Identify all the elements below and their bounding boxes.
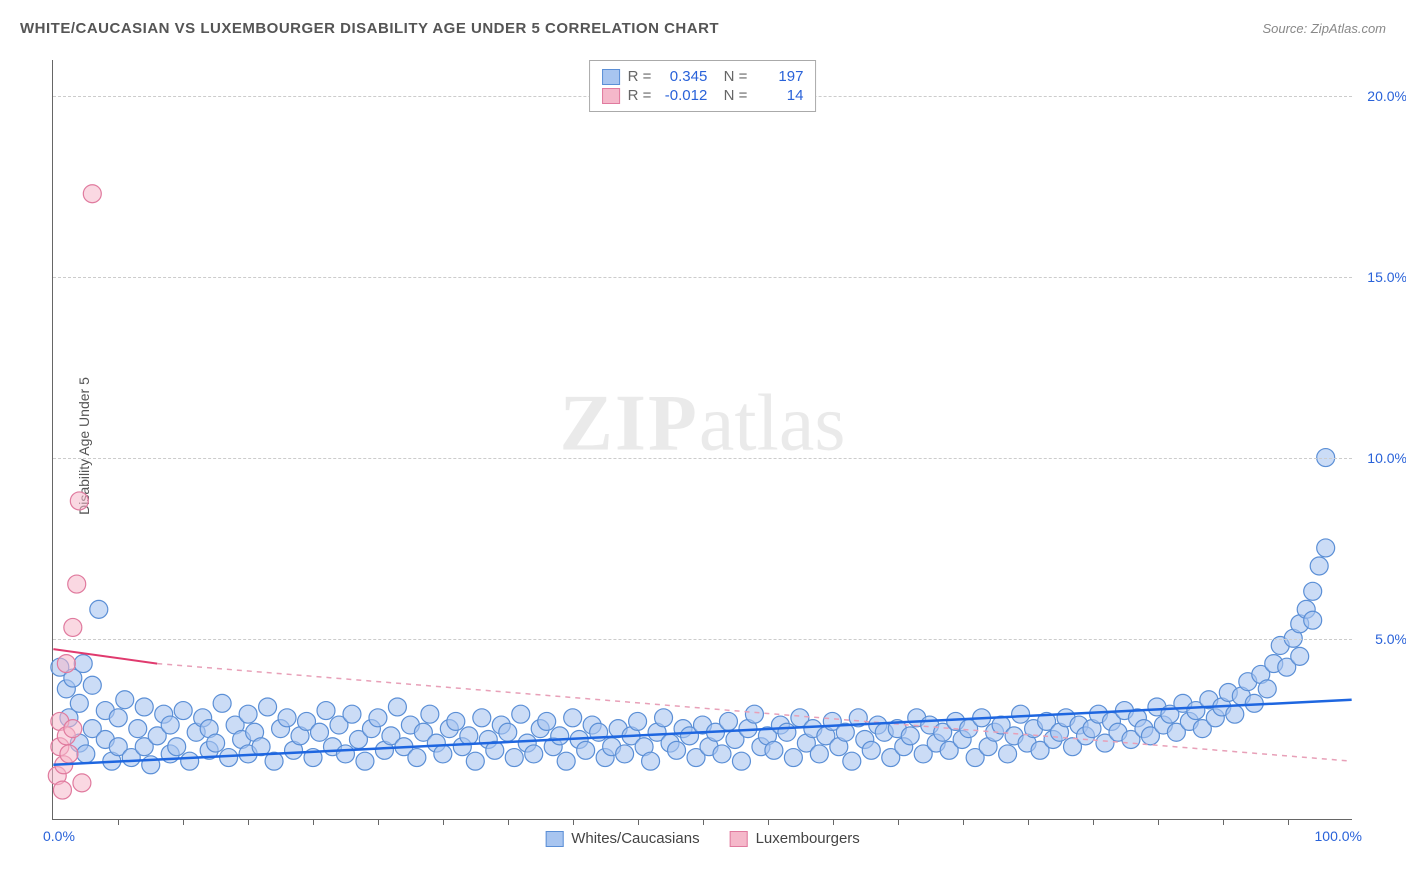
grid-line (53, 458, 1352, 459)
plot-area: ZIPatlas R = 0.345 N = 197 R = -0.012 N … (52, 60, 1352, 820)
title-bar: WHITE/CAUCASIAN VS LUXEMBOURGER DISABILI… (20, 20, 1386, 37)
y-tick-label: 5.0% (1375, 631, 1406, 647)
x-tick (833, 819, 834, 825)
y-tick-label: 15.0% (1367, 269, 1406, 285)
legend-row-pink: R = -0.012 N = 14 (602, 87, 804, 104)
correlation-legend: R = 0.345 N = 197 R = -0.012 N = 14 (589, 60, 817, 112)
x-tick (248, 819, 249, 825)
x-tick (703, 819, 704, 825)
grid-line (53, 277, 1352, 278)
source-label: Source: ZipAtlas.com (1262, 21, 1386, 36)
x-tick (1288, 819, 1289, 825)
chart-svg (53, 60, 1352, 819)
y-tick-label: 10.0% (1367, 450, 1406, 466)
x-tick (898, 819, 899, 825)
x-tick (638, 819, 639, 825)
x-tick (963, 819, 964, 825)
swatch-icon (730, 831, 748, 847)
x-tick (118, 819, 119, 825)
x-tick (1093, 819, 1094, 825)
swatch-blue (602, 69, 620, 85)
x-tick (1223, 819, 1224, 825)
x-tick (768, 819, 769, 825)
x-max-label: 100.0% (1315, 828, 1362, 844)
legend-item-luxembourgers: Luxembourgers (730, 830, 860, 847)
grid-line (53, 639, 1352, 640)
x-min-label: 0.0% (43, 828, 75, 844)
legend-item-whites: Whites/Caucasians (545, 830, 699, 847)
x-tick (573, 819, 574, 825)
series-legend: Whites/Caucasians Luxembourgers (545, 830, 860, 847)
x-tick (1158, 819, 1159, 825)
x-tick (313, 819, 314, 825)
x-tick (1028, 819, 1029, 825)
x-tick (508, 819, 509, 825)
x-tick (378, 819, 379, 825)
swatch-pink (602, 88, 620, 104)
legend-row-blue: R = 0.345 N = 197 (602, 68, 804, 85)
x-tick (183, 819, 184, 825)
swatch-icon (545, 831, 563, 847)
chart-title: WHITE/CAUCASIAN VS LUXEMBOURGER DISABILI… (20, 20, 719, 37)
x-tick (443, 819, 444, 825)
y-tick-label: 20.0% (1367, 88, 1406, 104)
